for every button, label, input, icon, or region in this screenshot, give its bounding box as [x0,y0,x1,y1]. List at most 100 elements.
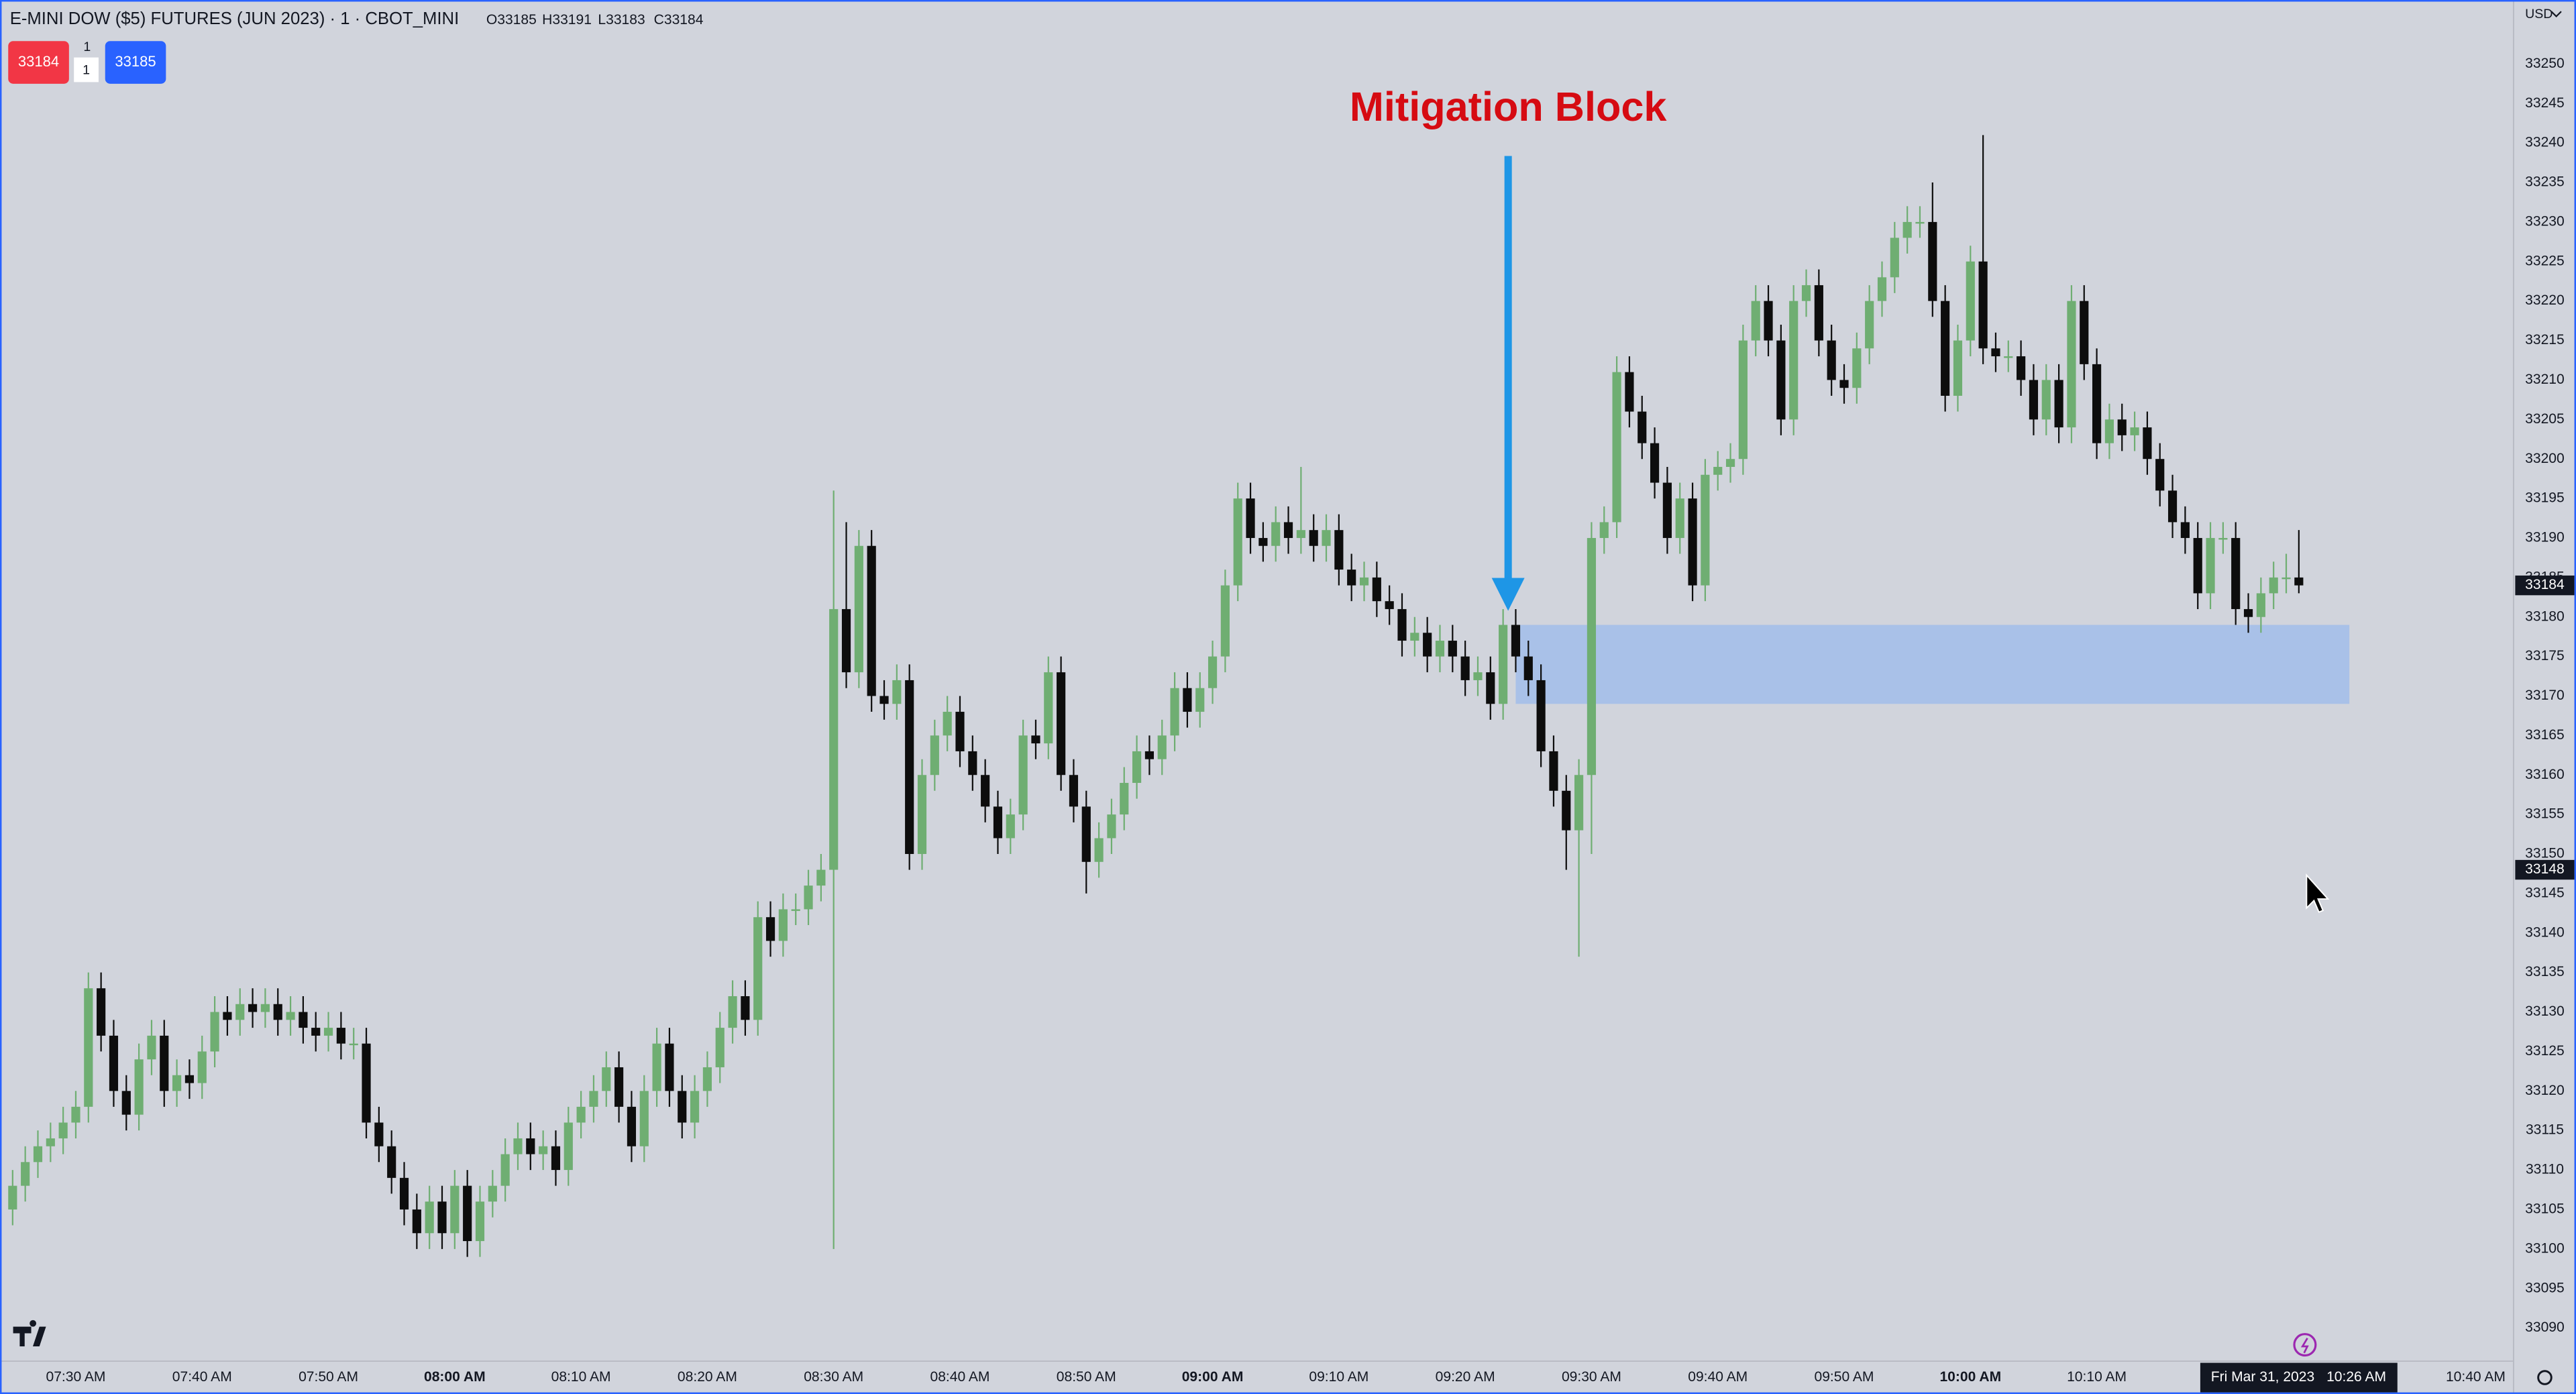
candle-body [981,775,990,807]
currency-caret[interactable] [2551,11,2562,18]
sell-price[interactable]: 33184 [18,53,59,70]
candle-body [728,996,737,1028]
candle-body [943,712,952,736]
candle-body [1132,751,1142,784]
candle-body [2218,537,2228,540]
candle-body [690,1091,700,1123]
candle-body [223,1012,232,1020]
logo-mark[interactable] [13,1320,46,1347]
candle-body [1359,577,1369,586]
candle-body [2256,593,2265,617]
buy-button[interactable]: 33185 [105,41,166,84]
candle-body [2029,380,2039,420]
candle-body [841,608,851,673]
candle-body [1018,735,1028,815]
crosshair-time: 10:26 AM [2326,1369,2386,1385]
x-tick-label: 09:40 AM [1688,1369,1748,1385]
crosshair-price-bg [2515,859,2575,880]
candle-body [1069,775,1079,807]
crosshair-price-label: 33148 [2525,861,2565,877]
candle-body [184,1075,195,1083]
candle-body [1170,688,1179,736]
candle-body [2017,356,2026,380]
sell-button[interactable]: 33184 [8,41,69,84]
y-tick-label: 33115 [2526,1122,2564,1138]
alert-bolt[interactable] [2300,1338,2309,1354]
candle-body [539,1146,548,1155]
overlay: 33090 33095 33100 33105 33110 33115 33120 33125… [46,56,2575,1393]
x-tick-label: 08:20 AM [678,1369,737,1385]
candle-body [2167,490,2178,523]
buy-bg[interactable] [105,41,166,84]
candle-body [1322,530,1331,546]
candle-body [614,1067,624,1107]
candle-body [1499,625,1508,704]
y-tick-label: 33125 [2525,1043,2565,1059]
candle-body [1435,641,1445,657]
candle-body [399,1177,409,1210]
y-tick-label: 33130 [2525,1004,2565,1019]
buy-price[interactable]: 33185 [115,53,156,70]
y-tick-label: 33190 [2525,530,2565,545]
candle-body [1587,537,1597,775]
x-tick-label: 09:00 AM [1182,1369,1244,1385]
settings-icon[interactable] [2537,1370,2553,1385]
candle-body [1473,672,1483,680]
candle-body [248,1004,258,1012]
x-tick-label: 08:10 AM [551,1369,611,1385]
sell-bg[interactable] [8,41,69,84]
candle-body [2180,522,2190,538]
candle-body [639,1091,649,1146]
candle-body [589,1091,598,1107]
candle-body [1157,735,1167,759]
quantity-box[interactable] [74,57,99,83]
y-tick-label: 33240 [2525,135,2565,150]
candle-body [1827,340,1836,380]
candle-body [2143,427,2152,460]
y-tick-label: 33120 [2525,1083,2565,1098]
candle-body [2117,419,2127,435]
candle-body [702,1067,712,1091]
ohlc-low: L33183 [598,12,645,28]
y-tick-label: 33150 [2525,846,2565,861]
currency[interactable]: USD [2525,7,2553,21]
candle-body [2269,577,2278,594]
candle-body [109,1035,119,1091]
candle-body [1865,301,1874,349]
y-tick-label: 33215 [2525,332,2565,347]
candle-body [1397,608,1407,641]
candle-body [500,1154,510,1186]
candle-body [488,1185,497,1202]
candle-body [905,680,914,855]
candle-body [134,1059,144,1115]
candle-body [1991,348,2000,357]
candle-body [1120,783,1129,815]
tradingview-logo[interactable] [13,1320,46,1347]
candle-body [425,1201,434,1234]
candle-body [349,1043,358,1046]
candle-body [210,1012,219,1052]
candle-body [854,545,863,673]
candle-body [450,1185,460,1234]
x-tick-label: 08:30 AM [804,1369,863,1385]
x-tick-label: 07:30 AM [46,1369,105,1385]
candle-body [1006,814,1015,839]
alert-icon[interactable] [2293,1333,2317,1357]
y-tick-label: 33250 [2525,56,2565,71]
candle-body [1941,301,1950,396]
candle-body [829,608,839,870]
y-tick-label: 33205 [2525,411,2565,427]
candle-body [627,1106,637,1146]
quantity-value[interactable]: 1 [83,62,90,77]
candle-body [97,988,106,1036]
candle-body [1776,340,1786,420]
candle-body [8,1185,17,1210]
candle-body [2067,301,2076,428]
candle-body [336,1028,345,1044]
x-tick-label: 10:10 AM [2067,1369,2127,1385]
y-tick-label: 33220 [2525,292,2565,308]
candle-body [1701,474,1710,586]
x-tick-label: 07:50 AM [299,1369,358,1385]
x-tick-label: 07:40 AM [172,1369,232,1385]
candle-body [867,545,876,696]
